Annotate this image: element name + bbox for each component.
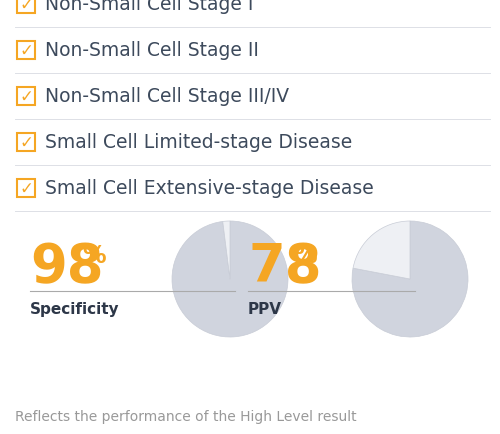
Text: %: % (82, 243, 106, 267)
Text: ✓: ✓ (19, 134, 33, 151)
Text: Reflects the performance of the High Level result: Reflects the performance of the High Lev… (15, 409, 356, 423)
Text: 98: 98 (30, 240, 104, 293)
Text: Non-Small Cell Stage II: Non-Small Cell Stage II (45, 41, 259, 60)
Text: ✓: ✓ (19, 180, 33, 197)
Text: Non-Small Cell Stage I: Non-Small Cell Stage I (45, 0, 254, 14)
Text: Small Cell Extensive-stage Disease: Small Cell Extensive-stage Disease (45, 179, 374, 198)
Text: ✓: ✓ (19, 88, 33, 106)
Wedge shape (352, 221, 468, 337)
Wedge shape (353, 221, 410, 279)
FancyBboxPatch shape (17, 180, 35, 197)
FancyBboxPatch shape (17, 42, 35, 60)
Wedge shape (172, 221, 288, 337)
Text: PPV: PPV (248, 302, 282, 317)
FancyBboxPatch shape (17, 88, 35, 106)
Text: ✓: ✓ (19, 0, 33, 14)
Text: Small Cell Limited-stage Disease: Small Cell Limited-stage Disease (45, 133, 352, 152)
Text: %: % (293, 243, 316, 267)
Text: ✓: ✓ (19, 42, 33, 60)
Text: Non-Small Cell Stage III/IV: Non-Small Cell Stage III/IV (45, 87, 289, 106)
Wedge shape (222, 221, 230, 279)
Text: Specificity: Specificity (30, 302, 120, 317)
FancyBboxPatch shape (17, 134, 35, 151)
Text: 78: 78 (248, 240, 322, 293)
FancyBboxPatch shape (17, 0, 35, 14)
